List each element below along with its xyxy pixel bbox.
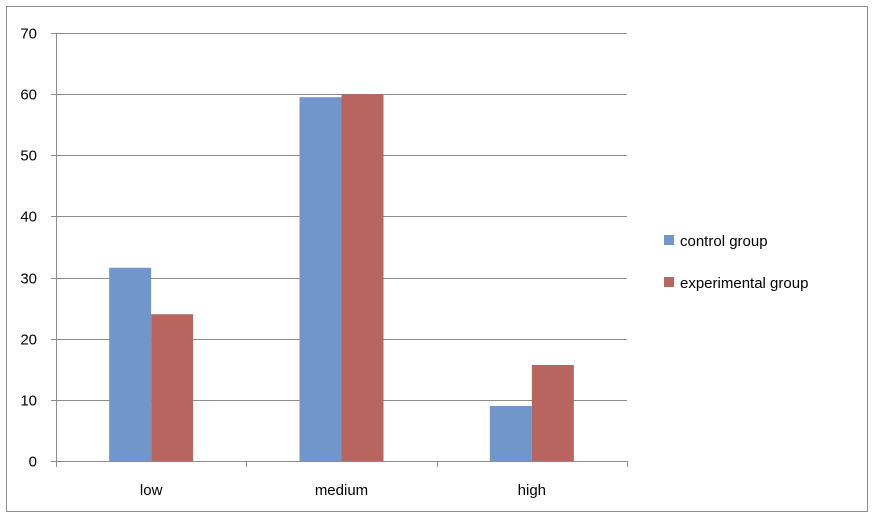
x-tick-label: high: [518, 482, 546, 499]
x-tick-label: medium: [315, 482, 368, 499]
y-tick-labels: 0 10 20 30 40 50 60 70: [20, 26, 37, 471]
legend-swatch: [664, 235, 674, 245]
legend-label: experimental group: [680, 275, 808, 292]
bar-experimental-group-low: [151, 314, 194, 461]
legend: control group experimental group: [664, 233, 808, 292]
x-tick-label: low: [140, 482, 163, 499]
x-tick-labels: low medium high: [140, 482, 546, 499]
y-tick-label: 0: [29, 454, 37, 471]
y-tick-label: 20: [20, 332, 37, 349]
bar-control-group-high: [489, 405, 532, 461]
y-tick-label: 30: [20, 271, 37, 288]
y-tick-label: 40: [20, 209, 37, 226]
y-tick-label: 70: [20, 26, 37, 43]
bar-control-group-medium: [299, 97, 342, 461]
y-tick-label: 60: [20, 87, 37, 104]
y-tick-label: 50: [20, 148, 37, 165]
bar-experimental-group-high: [531, 365, 574, 461]
bar-control-group-low: [109, 267, 152, 461]
axes: [51, 33, 628, 467]
y-tick-label: 10: [20, 393, 37, 410]
bar-experimental-group-medium: [341, 94, 384, 462]
legend-swatch: [664, 277, 674, 287]
legend-label: control group: [680, 233, 768, 250]
bars: [109, 94, 574, 462]
